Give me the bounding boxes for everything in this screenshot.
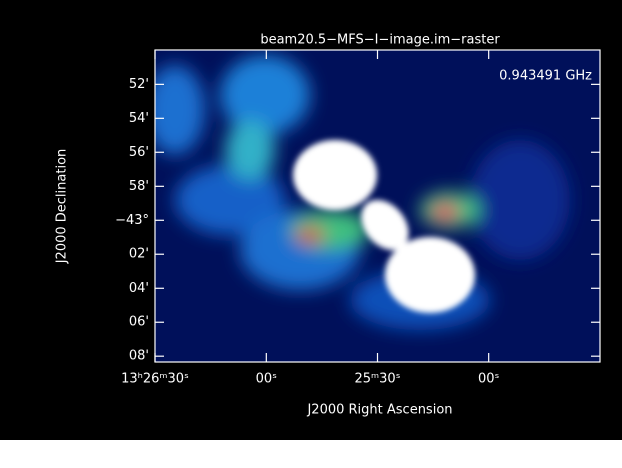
- bottom-strip: [0, 440, 622, 468]
- y-tick-label: 02': [129, 247, 149, 262]
- y-tick-label: 54': [129, 111, 149, 126]
- chart: beam20.5−MFS−I−image.im−raster 0.943491 …: [0, 0, 622, 468]
- raster-image: [145, 50, 600, 362]
- y-tick-label: 56': [129, 145, 149, 160]
- y-tick-label: 52': [129, 77, 149, 92]
- annotation: 0.943491 GHz: [499, 69, 592, 84]
- chart-title: beam20.5−MFS−I−image.im−raster: [260, 33, 500, 48]
- y-tick-label: 06': [129, 315, 149, 330]
- x-axis-label: J2000 Right Ascension: [306, 403, 452, 418]
- y-tick-label: 08': [129, 349, 149, 364]
- y-tick-label: 58': [129, 179, 149, 194]
- x-tick-label: 00ˢ: [256, 372, 278, 387]
- x-tick-label: 13ʰ26ᵐ30ˢ: [121, 372, 189, 387]
- x-tick-label: 25ᵐ30ˢ: [354, 372, 400, 387]
- y-tick-label: 04': [129, 281, 149, 296]
- x-tick-label: 00ˢ: [478, 372, 500, 387]
- y-axis-label: J2000 Declination: [55, 149, 70, 265]
- y-tick-label: −43°: [115, 213, 149, 228]
